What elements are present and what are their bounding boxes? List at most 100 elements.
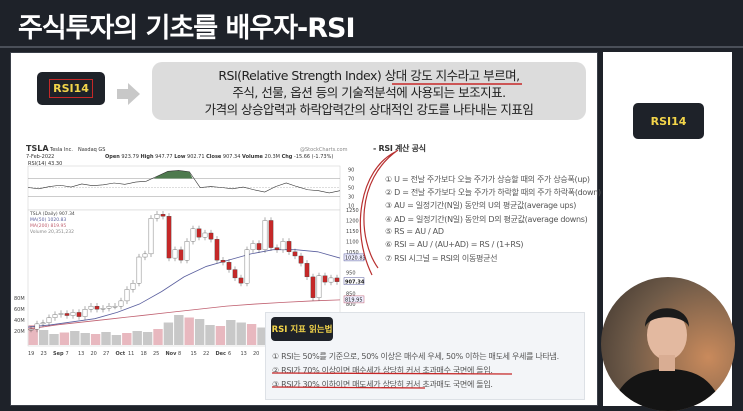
volume-tick-label: 20M	[14, 329, 25, 335]
x-tick-label: 25	[153, 351, 159, 357]
x-tick-label: Dec	[216, 351, 227, 357]
volume-bar	[49, 334, 59, 345]
candle-body	[166, 216, 172, 259]
x-tick-label: 11	[128, 351, 134, 357]
candle-body	[208, 232, 214, 240]
x-tick-label: 13	[78, 351, 84, 357]
formula-item: ④ AD = 일정기간(N일) 동안의 D의 평균값(average downs…	[385, 214, 588, 224]
price-tick-label: 950	[346, 271, 356, 277]
candle-body	[58, 313, 64, 315]
x-tick-label: Oct	[116, 351, 126, 357]
price-tag-label: 907.34	[345, 279, 365, 285]
candle-body	[46, 317, 52, 324]
candle-body	[286, 241, 292, 252]
definition-line: RSI(Relative Strength Index) 상대 강도 지수라고 …	[218, 68, 520, 83]
rsi-label: RSI(14) 43.30	[28, 161, 62, 167]
price-tag	[343, 295, 365, 304]
rsi-tick-label: 70	[348, 177, 354, 183]
candle-body	[28, 328, 34, 331]
rsi-tick-label: 90	[348, 168, 354, 174]
price-tick-label: 1200	[346, 218, 359, 224]
rsi-tick-label: 10	[348, 204, 354, 210]
price-tick-label: 1150	[346, 229, 359, 235]
candle-body	[238, 277, 244, 284]
formula-item: ⑤ RS = AU / AD	[385, 226, 444, 236]
candle-body	[172, 249, 178, 259]
volume-bar	[184, 317, 194, 345]
legend-ma200: MA(200) 819.95	[30, 223, 66, 229]
volume-bar	[132, 331, 142, 345]
price-tag-label: 1020.83	[345, 256, 366, 262]
candle-body	[262, 220, 268, 250]
chart-date: 7-Feb-2022	[26, 154, 54, 160]
x-tick-label: 27	[103, 351, 109, 357]
x-tick-label: 15	[191, 351, 197, 357]
candle-body	[328, 277, 334, 283]
price-tick-label: 800	[346, 302, 356, 308]
volume-bar	[226, 320, 236, 345]
candle-body	[112, 305, 118, 308]
candle-body	[190, 228, 196, 242]
candle-body	[232, 269, 238, 279]
rsi-reading-label: RSI 지표 읽는법	[271, 317, 333, 341]
volume-bar	[70, 331, 80, 345]
volume-bar	[122, 333, 132, 345]
candle-body	[280, 241, 286, 250]
price-tick-label: 1250	[346, 208, 359, 214]
formula-item: ⑦ RSI 시그널 = RSI의 이동평균선	[385, 254, 498, 264]
legend-volume: Volume 20,351,232	[30, 229, 74, 235]
x-tick-label: 7	[66, 351, 69, 357]
presenter-webcam	[601, 277, 735, 411]
candle-body	[298, 255, 304, 264]
candle-body	[88, 305, 94, 310]
formula-heading: - RSI 계산 공식	[373, 144, 426, 153]
x-tick-label: 8	[178, 351, 181, 357]
volume-bar	[163, 322, 174, 345]
x-tick-label: Nov	[166, 351, 178, 357]
reading-line: ③ RSI가 30% 이하이면 매도세가 상당히 커서 초과매도 국면에 돌입.	[272, 380, 493, 389]
candle-body	[160, 214, 166, 217]
candle-body	[322, 275, 328, 283]
x-tick-label: 20	[253, 351, 259, 357]
rsi-tick-label: 30	[348, 195, 354, 201]
volume-bar	[257, 327, 267, 345]
volume-tick-label: 60M	[14, 307, 25, 313]
formula-item: ⑥ RSI = AU / (AU+AD) = RS / (1+RS)	[385, 239, 524, 249]
x-tick-label: 22	[203, 351, 209, 357]
candle-body	[64, 313, 70, 316]
candle-body	[334, 277, 340, 282]
chart-watermark: @StockCharts.com	[300, 147, 348, 153]
candle-body	[292, 251, 298, 257]
chart-company: Tesla Inc.	[49, 147, 73, 153]
volume-bar	[28, 325, 38, 345]
candle-body	[142, 253, 148, 258]
definition-line: 가격의 상승압력과 하락압력간의 상대적인 강도를 나타내는 지표임	[204, 102, 534, 117]
volume-bar	[80, 333, 90, 345]
definition-box: RSI(Relative Strength Index) 상대 강도 지수라고 …	[152, 62, 586, 120]
x-tick-label: Sep	[53, 351, 64, 357]
volume-tick-label: 40M	[14, 318, 25, 324]
candle-body	[70, 312, 76, 316]
candle-body	[310, 276, 316, 298]
formula-item: ① U = 전날 주가보다 오늘 주가가 상승할 때의 주가 상승폭(up)	[385, 175, 590, 184]
price-tag	[343, 277, 365, 285]
candle-body	[184, 241, 190, 261]
candle-body	[250, 243, 256, 250]
candle-body	[76, 312, 82, 317]
volume-bar	[38, 330, 49, 345]
price-tick-label: 850	[346, 292, 356, 298]
candle-body	[178, 249, 184, 261]
volume-bar	[142, 332, 153, 345]
definition-line: 주식, 선물, 옵션 등의 기술적분석에 사용되는 보조지표.	[232, 85, 506, 100]
price-tag-label: 819.95	[345, 298, 363, 304]
volume-bar	[153, 329, 163, 345]
candle-body	[100, 308, 106, 310]
volume-bar	[111, 335, 122, 345]
candle-body	[202, 232, 208, 238]
legend-price: TSLA (Daily) 907.34	[29, 211, 75, 217]
price-tick-label: 1050	[346, 250, 359, 256]
right-arrow-icon	[117, 83, 140, 105]
x-tick-label: 19	[28, 351, 34, 357]
rsi-line	[27, 170, 341, 194]
rsi-tick-label: 50	[348, 186, 354, 192]
